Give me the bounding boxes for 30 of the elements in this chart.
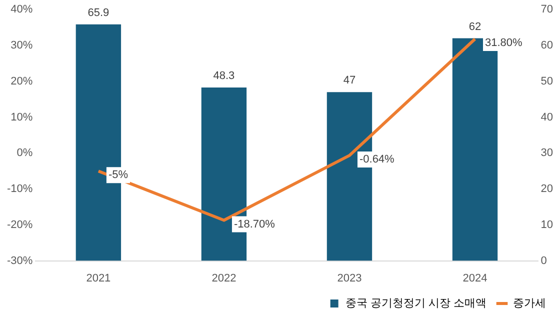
data-label: -18.70%	[234, 218, 276, 230]
y2-tick-label: 0	[540, 254, 547, 267]
y2-tick-label: 60	[540, 40, 554, 52]
y2-tick-label: 10	[540, 218, 554, 231]
y-tick-label: 10%	[10, 111, 33, 124]
y-tick-label: 30%	[10, 40, 33, 52]
x-tick-label: 2021	[86, 272, 111, 284]
legend-label: 중국 공기청정기 시장 소매액	[345, 298, 487, 310]
y-tick-label: 0%	[16, 147, 33, 160]
data-label: 65.9	[88, 6, 110, 19]
y2-tick-label: 30	[540, 147, 554, 160]
x-tick-label: 2022	[212, 272, 236, 284]
legend-label: 증가세	[513, 298, 546, 310]
y-tick-label: -10%	[6, 183, 33, 196]
y-tick-label: -30%	[6, 254, 33, 267]
data-label: 31.80%	[485, 37, 523, 50]
x-tick-label: 2023	[337, 272, 362, 284]
y2-tick-label: 40	[540, 111, 554, 124]
y-tick-label: -20%	[6, 218, 33, 231]
y2-tick-label: 20	[540, 183, 554, 196]
data-label: 62	[468, 20, 482, 33]
y-tick-label: 40%	[10, 4, 33, 16]
x-tick-label: 2024	[462, 272, 488, 284]
y2-tick-label: 50	[540, 75, 554, 88]
data-label: 48.3	[213, 70, 235, 82]
y2-tick-label: 70	[540, 4, 554, 16]
y-tick-label: 20%	[10, 75, 33, 88]
data-label: -0.64%	[359, 153, 395, 166]
data-label: 47	[343, 74, 356, 87]
data-label: -5%	[108, 169, 128, 182]
